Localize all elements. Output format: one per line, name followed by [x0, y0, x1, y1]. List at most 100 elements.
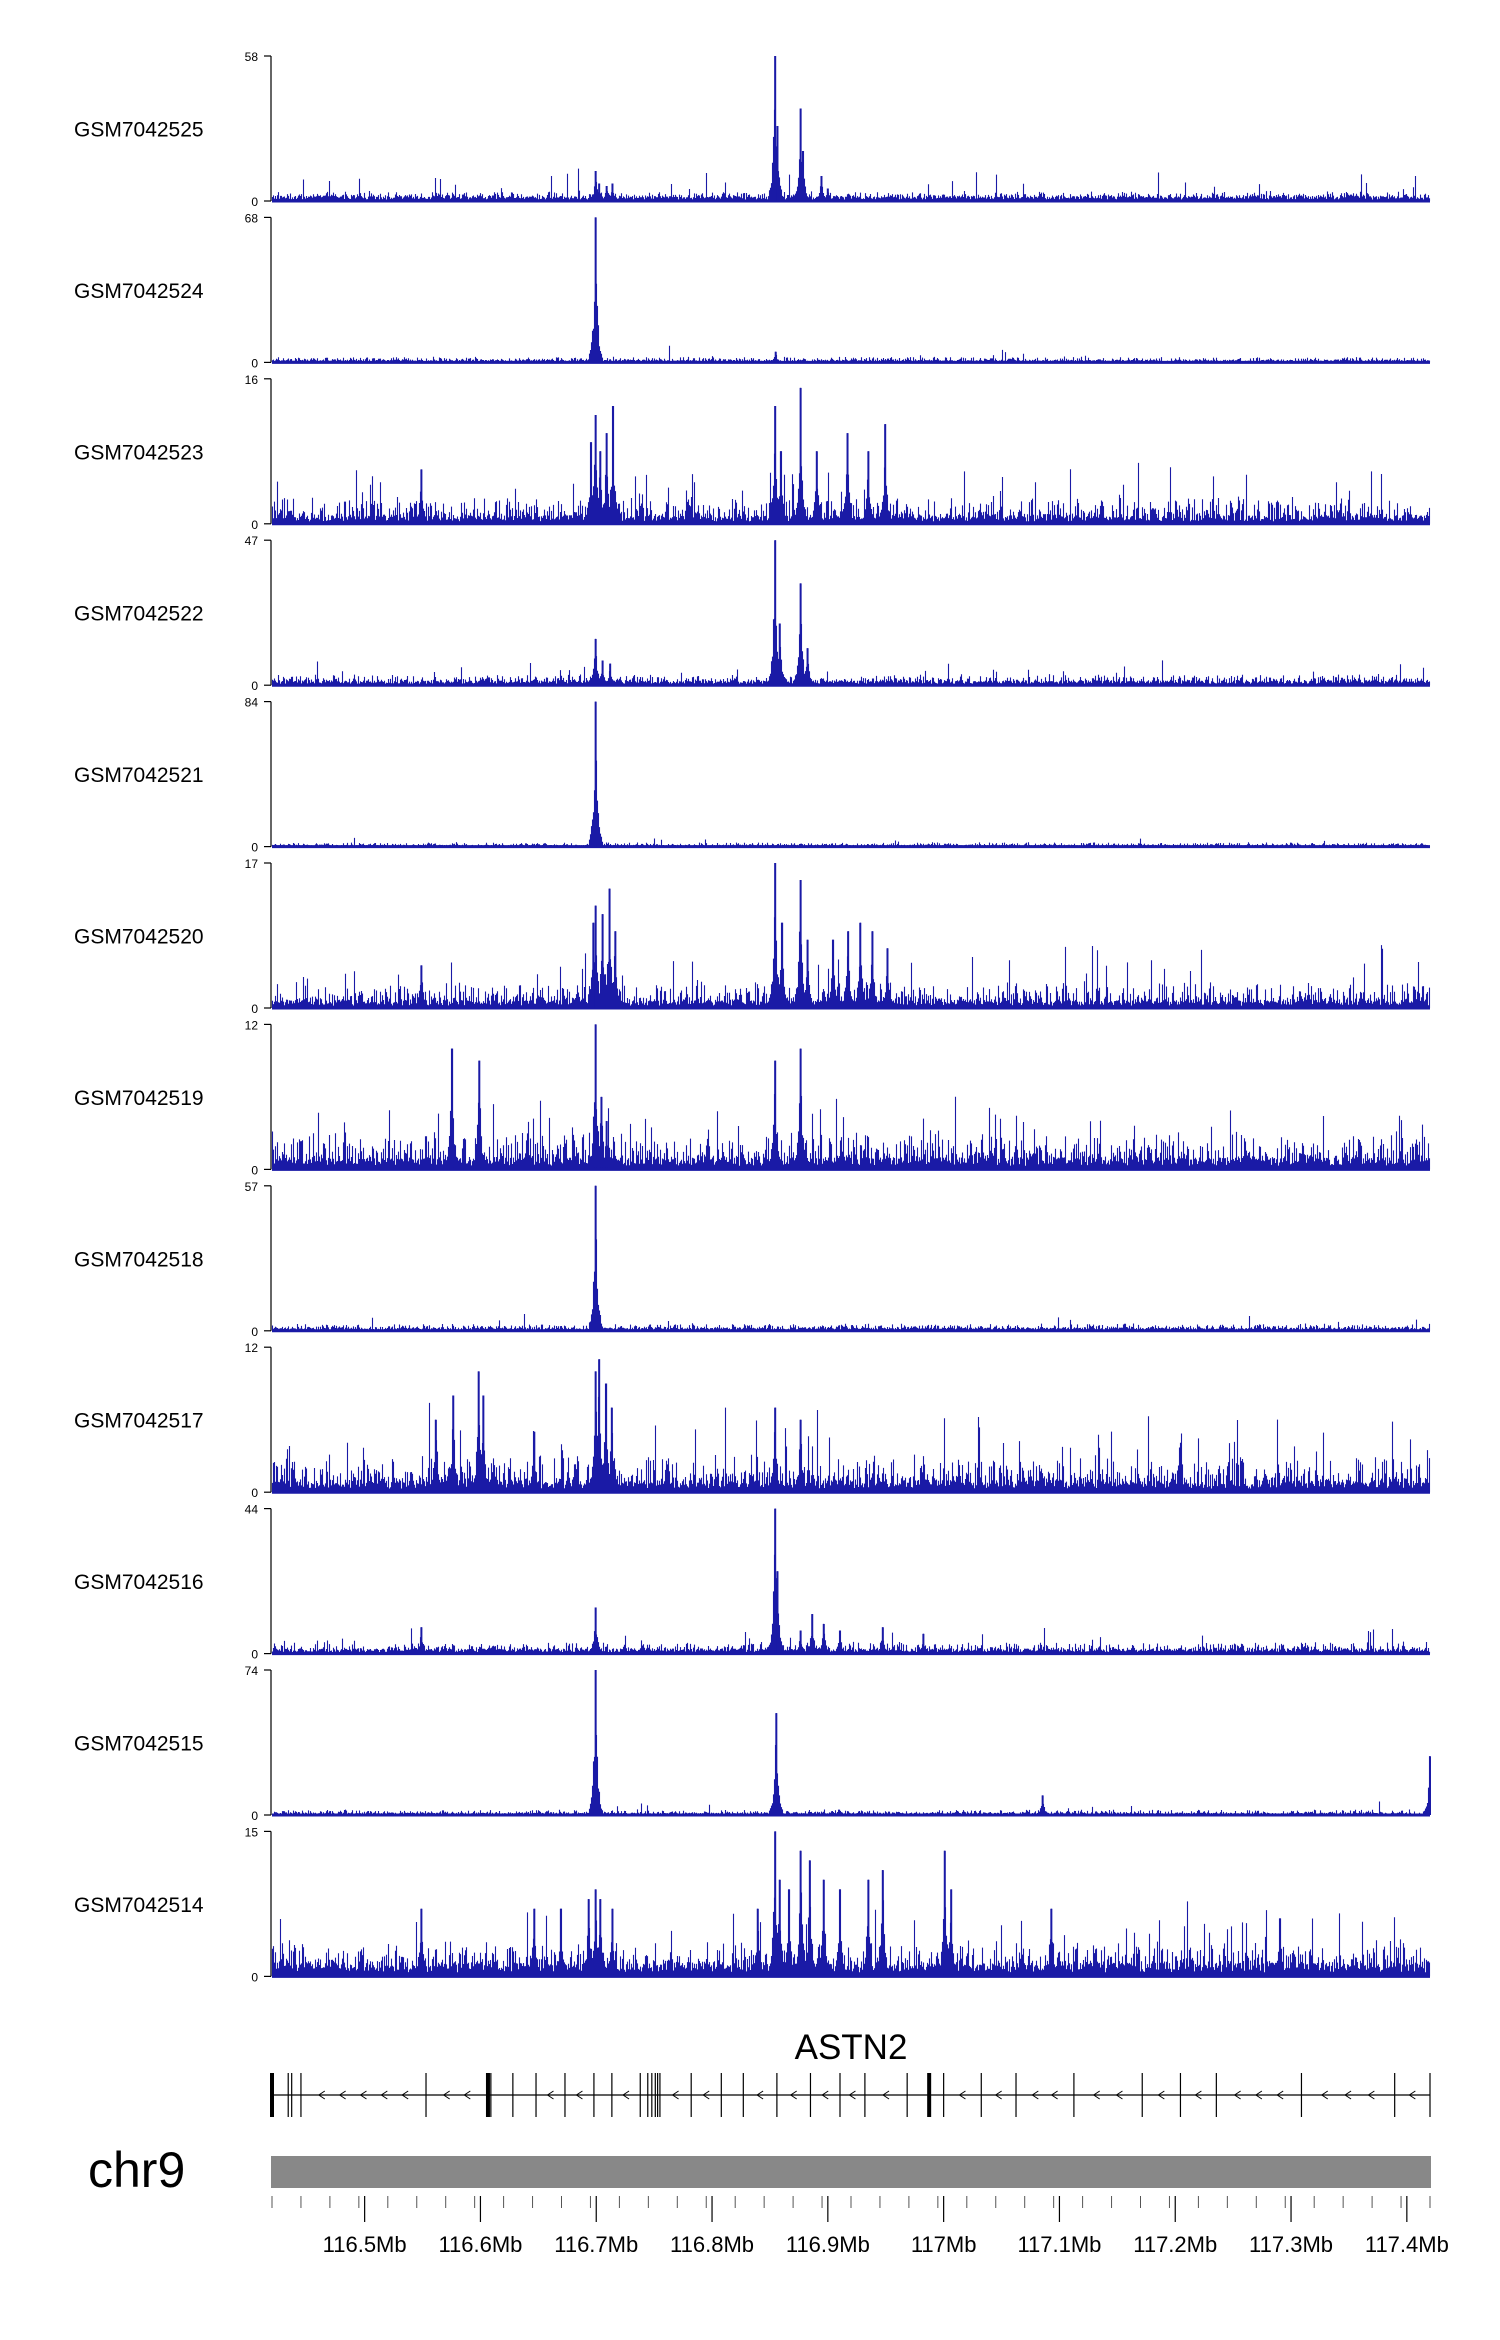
y-tick-label-min: 0	[251, 195, 258, 209]
y-tick-label-max: 44	[245, 1503, 259, 1517]
strand-arrow	[1320, 2090, 1329, 2100]
y-tick-label-max: 68	[245, 211, 259, 225]
track-GSM7042521: GSM7042521 84 0	[74, 696, 1431, 855]
chromosome-bar	[271, 2156, 1431, 2188]
y-tick-label-max: 57	[245, 1180, 259, 1194]
axis-tick-label: 116.6Mb	[438, 2232, 522, 2257]
y-tick-label-min: 0	[251, 1163, 258, 1177]
coverage-signal	[271, 863, 1431, 1008]
y-tick-label-min: 0	[251, 1809, 258, 1823]
strand-arrow	[1194, 2090, 1202, 2100]
track-GSM7042514: GSM7042514 15 0	[74, 1825, 1431, 1984]
coverage-signal	[271, 540, 1431, 686]
gene-model	[270, 2073, 1431, 2117]
y-tick-label-max: 15	[245, 1825, 259, 1839]
strand-arrow	[1408, 2090, 1416, 2100]
y-tick-label-max: 58	[245, 50, 259, 64]
track-label: GSM7042523	[74, 441, 204, 464]
strand-arrow	[380, 2090, 388, 2100]
strand-arrow	[1276, 2090, 1284, 2100]
gene-track: ASTN2	[270, 2028, 1431, 2117]
axis-tick-label: 117.4Mb	[1365, 2232, 1449, 2257]
coverage-signal	[271, 217, 1431, 363]
strand-arrow	[1031, 2090, 1039, 2100]
y-tick-label-max: 16	[245, 373, 259, 387]
strand-arrow	[1050, 2090, 1058, 2100]
coverage-signal	[271, 1359, 1431, 1493]
track-label: GSM7042518	[74, 1248, 204, 1271]
strand-arrow	[463, 2090, 471, 2100]
y-tick-label-min: 0	[251, 841, 258, 855]
gene-label: ASTN2	[795, 2028, 908, 2067]
strand-arrow	[702, 2090, 710, 2100]
genome-axis: 116.5Mb 116.6Mb 116.7Mb 116.8Mb 116.9Mb 117Mb…	[271, 2196, 1449, 2257]
strand-arrow	[1157, 2090, 1165, 2100]
track-label: GSM7042525	[74, 119, 204, 142]
axis-tick-label: 117.2Mb	[1133, 2232, 1217, 2257]
track-label: GSM7042522	[74, 603, 204, 626]
axis-tick-label: 116.9Mb	[786, 2232, 870, 2257]
strand-arrow	[1233, 2090, 1241, 2100]
strand-arrow	[994, 2090, 1002, 2100]
track-label: GSM7042519	[74, 1087, 204, 1110]
chromosome-track: chr9 116.5Mb 116.6Mb 116.7Mb 116.8Mb 116.9Mb…	[88, 2142, 1449, 2257]
track-GSM7042520: GSM7042520 17 0	[74, 857, 1431, 1016]
strand-arrow	[848, 2090, 856, 2100]
strand-arrow	[575, 2090, 583, 2100]
track-label: GSM7042516	[74, 1571, 204, 1594]
y-tick-label-max: 12	[245, 1018, 259, 1032]
axis-tick-label: 116.5Mb	[323, 2232, 407, 2257]
coverage-signal	[271, 1831, 1431, 1977]
coverage-signal	[271, 1508, 1431, 1654]
y-tick-label-min: 0	[251, 679, 258, 693]
track-label: GSM7042524	[74, 280, 204, 303]
y-tick-label-min: 0	[251, 1325, 258, 1339]
strand-arrow	[1367, 2090, 1375, 2100]
track-label: GSM7042521	[74, 764, 204, 787]
track-label: GSM7042520	[74, 926, 204, 949]
axis-tick-label: 117Mb	[911, 2232, 977, 2257]
strand-arrow	[958, 2090, 966, 2100]
strand-arrow	[882, 2090, 890, 2100]
coverage-tracks: GSM7042525580GSM7042524680GSM7042523160G…	[74, 50, 1431, 1984]
track-GSM7042523: GSM7042523 16 0	[74, 373, 1431, 532]
axis-tick-label: 117.3Mb	[1249, 2232, 1333, 2257]
track-label: GSM7042517	[74, 1410, 204, 1433]
strand-arrow	[401, 2090, 409, 2100]
coverage-signal	[271, 56, 1431, 201]
strand-arrow	[789, 2090, 797, 2100]
y-tick-label-min: 0	[251, 518, 258, 532]
y-tick-label-min: 0	[251, 356, 258, 370]
strand-arrow	[1255, 2090, 1263, 2100]
axis-tick-label: 117.1Mb	[1017, 2232, 1101, 2257]
y-tick-label-min: 0	[251, 1002, 258, 1016]
strand-arrow	[1115, 2090, 1123, 2100]
coverage-signal	[271, 1024, 1431, 1170]
y-tick-label-min: 0	[251, 1648, 258, 1662]
track-GSM7042516: GSM7042516 44 0	[74, 1503, 1431, 1662]
strand-arrow	[756, 2090, 764, 2100]
y-tick-label-max: 74	[245, 1664, 259, 1678]
track-GSM7042524: GSM7042524 68 0	[74, 211, 1431, 370]
coverage-signal	[271, 1670, 1431, 1815]
strand-arrow	[1092, 2090, 1100, 2100]
y-tick-label-max: 47	[245, 534, 259, 548]
coverage-signal	[271, 701, 1431, 847]
axis-tick-label: 116.7Mb	[554, 2232, 638, 2257]
coverage-signal	[271, 1185, 1431, 1331]
track-GSM7042518: GSM7042518 57 0	[74, 1180, 1431, 1339]
track-GSM7042519: GSM7042519 12 0	[74, 1018, 1431, 1177]
track-GSM7042525: GSM7042525 58 0	[74, 50, 1431, 209]
y-tick-label-min: 0	[251, 1970, 258, 1984]
track-GSM7042517: GSM7042517 12 0	[74, 1341, 1431, 1500]
y-tick-label-max: 17	[245, 857, 259, 871]
track-GSM7042522: GSM7042522 47 0	[74, 534, 1431, 693]
strand-arrow	[622, 2090, 630, 2100]
chromosome-label: chr9	[88, 2142, 185, 2198]
y-tick-label-min: 0	[251, 1486, 258, 1500]
axis-tick-label: 116.8Mb	[670, 2232, 754, 2257]
track-label: GSM7042515	[74, 1733, 204, 1756]
strand-arrow	[546, 2090, 554, 2100]
strand-arrow	[338, 2090, 346, 2100]
strand-arrow	[317, 2090, 326, 2100]
